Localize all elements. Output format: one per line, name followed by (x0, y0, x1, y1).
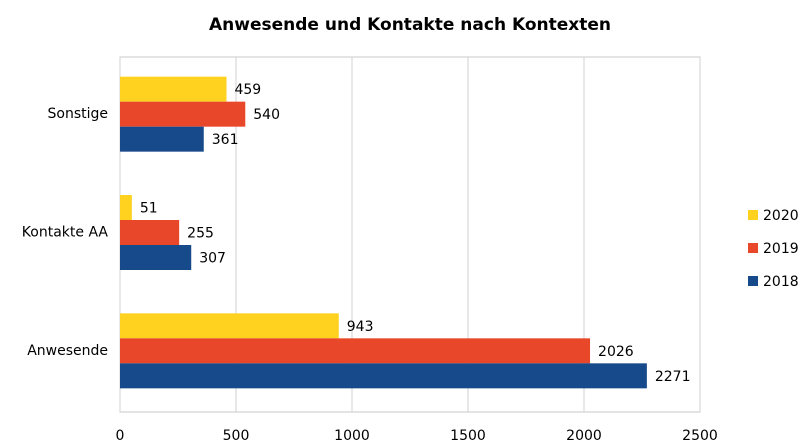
bar (120, 76, 227, 102)
legend-swatch (748, 276, 758, 286)
bar (120, 245, 192, 270)
bar (120, 195, 132, 220)
data-label: 307 (199, 251, 226, 267)
legend-label: 2018 (763, 274, 799, 290)
data-label: 943 (347, 319, 374, 335)
legend-label: 2020 (763, 208, 799, 224)
data-label: 361 (212, 132, 239, 148)
data-label: 2271 (655, 369, 691, 385)
bar (120, 338, 591, 364)
x-tick-label: 0 (116, 428, 125, 441)
y-tick-label: Sonstige (48, 106, 109, 122)
chart-title: Anwesende und Kontakte nach Kontexten (209, 15, 611, 35)
data-label: 2026 (598, 344, 634, 360)
x-tick-label: 500 (223, 428, 250, 441)
data-label: 540 (253, 107, 280, 123)
x-tick-label: 1500 (450, 428, 486, 441)
bar (120, 101, 246, 127)
x-tick-label: 2000 (566, 428, 602, 441)
x-tick-label: 2500 (682, 428, 718, 441)
legend-label: 2019 (763, 241, 799, 257)
x-tick-label: 1000 (334, 428, 370, 441)
bar (120, 313, 339, 339)
y-tick-label: Kontakte AA (22, 225, 109, 241)
y-tick-label: Anwesende (27, 343, 108, 359)
bar (120, 126, 204, 152)
data-label: 51 (140, 201, 158, 217)
data-label: 255 (187, 226, 214, 242)
bar (120, 220, 180, 245)
legend-swatch (748, 210, 758, 220)
legend-swatch (748, 243, 758, 253)
bar (120, 363, 647, 389)
data-label: 459 (234, 82, 261, 98)
